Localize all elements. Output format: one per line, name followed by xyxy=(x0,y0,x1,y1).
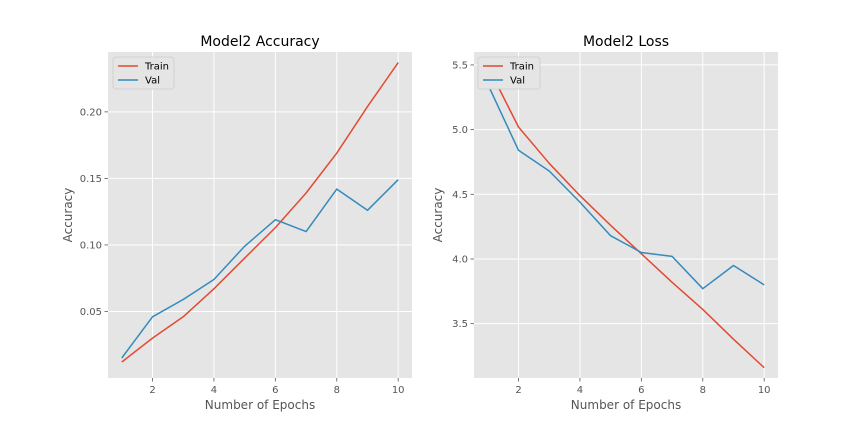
legend-label-train: Train xyxy=(144,62,169,73)
x-tick-label: 2 xyxy=(515,385,521,396)
series-line-val xyxy=(121,179,399,359)
y-tick-label: 4.0 xyxy=(452,254,468,265)
legend: Train Val xyxy=(477,56,541,90)
chart-accuracy: 2 4 6 8 10 0.050.100.150.20 Model2 Accuracy … xyxy=(61,34,412,412)
plot-area xyxy=(108,52,412,378)
series-lines xyxy=(121,62,399,363)
y-tick-label: 5.5 xyxy=(452,60,468,71)
legend: Train Val xyxy=(112,56,175,90)
series-line-train xyxy=(121,62,399,363)
y-tick-label: 3.5 xyxy=(452,319,468,330)
x-tick-label: 6 xyxy=(272,385,278,396)
y-tick-label: 0.05 xyxy=(80,307,102,318)
x-axis-ticks: 2 4 6 8 10 xyxy=(149,378,405,396)
y-axis-label: Accuracy xyxy=(431,188,445,243)
legend-box xyxy=(112,56,175,90)
chart-loss: 2 4 6 8 10 3.5 4.0 4.5 5.0 5.5 Model2 Loss Numbe… xyxy=(431,34,778,412)
x-axis-label: Number of Epochs xyxy=(571,398,681,412)
legend-label-val: Val xyxy=(145,76,160,87)
legend-label-train: Train xyxy=(509,62,534,73)
x-axis-label: Number of Epochs xyxy=(205,398,315,412)
y-tick-label: 0.10 xyxy=(80,240,102,251)
grid xyxy=(474,52,778,378)
legend-label-val: Val xyxy=(510,76,525,87)
y-tick-label: 0.15 xyxy=(80,174,102,185)
x-tick-label: 4 xyxy=(211,385,217,396)
x-tick-label: 2 xyxy=(149,385,155,396)
x-tick-label: 4 xyxy=(577,385,583,396)
x-axis-ticks: 2 4 6 8 10 xyxy=(515,378,771,396)
series-lines xyxy=(487,65,765,369)
y-tick-label: 5.0 xyxy=(452,125,468,136)
x-tick-label: 6 xyxy=(638,385,644,396)
x-tick-label: 10 xyxy=(758,385,771,396)
grid xyxy=(108,52,412,378)
x-tick-label: 8 xyxy=(700,385,706,396)
y-axis-label: Accuracy xyxy=(61,188,75,243)
plot-area xyxy=(474,52,778,378)
x-tick-label: 10 xyxy=(392,385,405,396)
chart-title: Model2 Accuracy xyxy=(200,34,319,50)
y-tick-label: 0.20 xyxy=(80,107,102,118)
x-tick-label: 8 xyxy=(334,385,340,396)
y-axis-ticks: 3.5 4.0 4.5 5.0 5.5 xyxy=(452,60,474,330)
chart-title: Model2 Loss xyxy=(583,34,669,50)
legend-box xyxy=(477,56,541,90)
y-axis-ticks: 0.05 0.10 0.15 0.20 xyxy=(80,107,108,318)
series-line-val xyxy=(487,83,765,290)
y-tick-label: 4.5 xyxy=(452,190,468,201)
series-line-train xyxy=(487,65,765,369)
